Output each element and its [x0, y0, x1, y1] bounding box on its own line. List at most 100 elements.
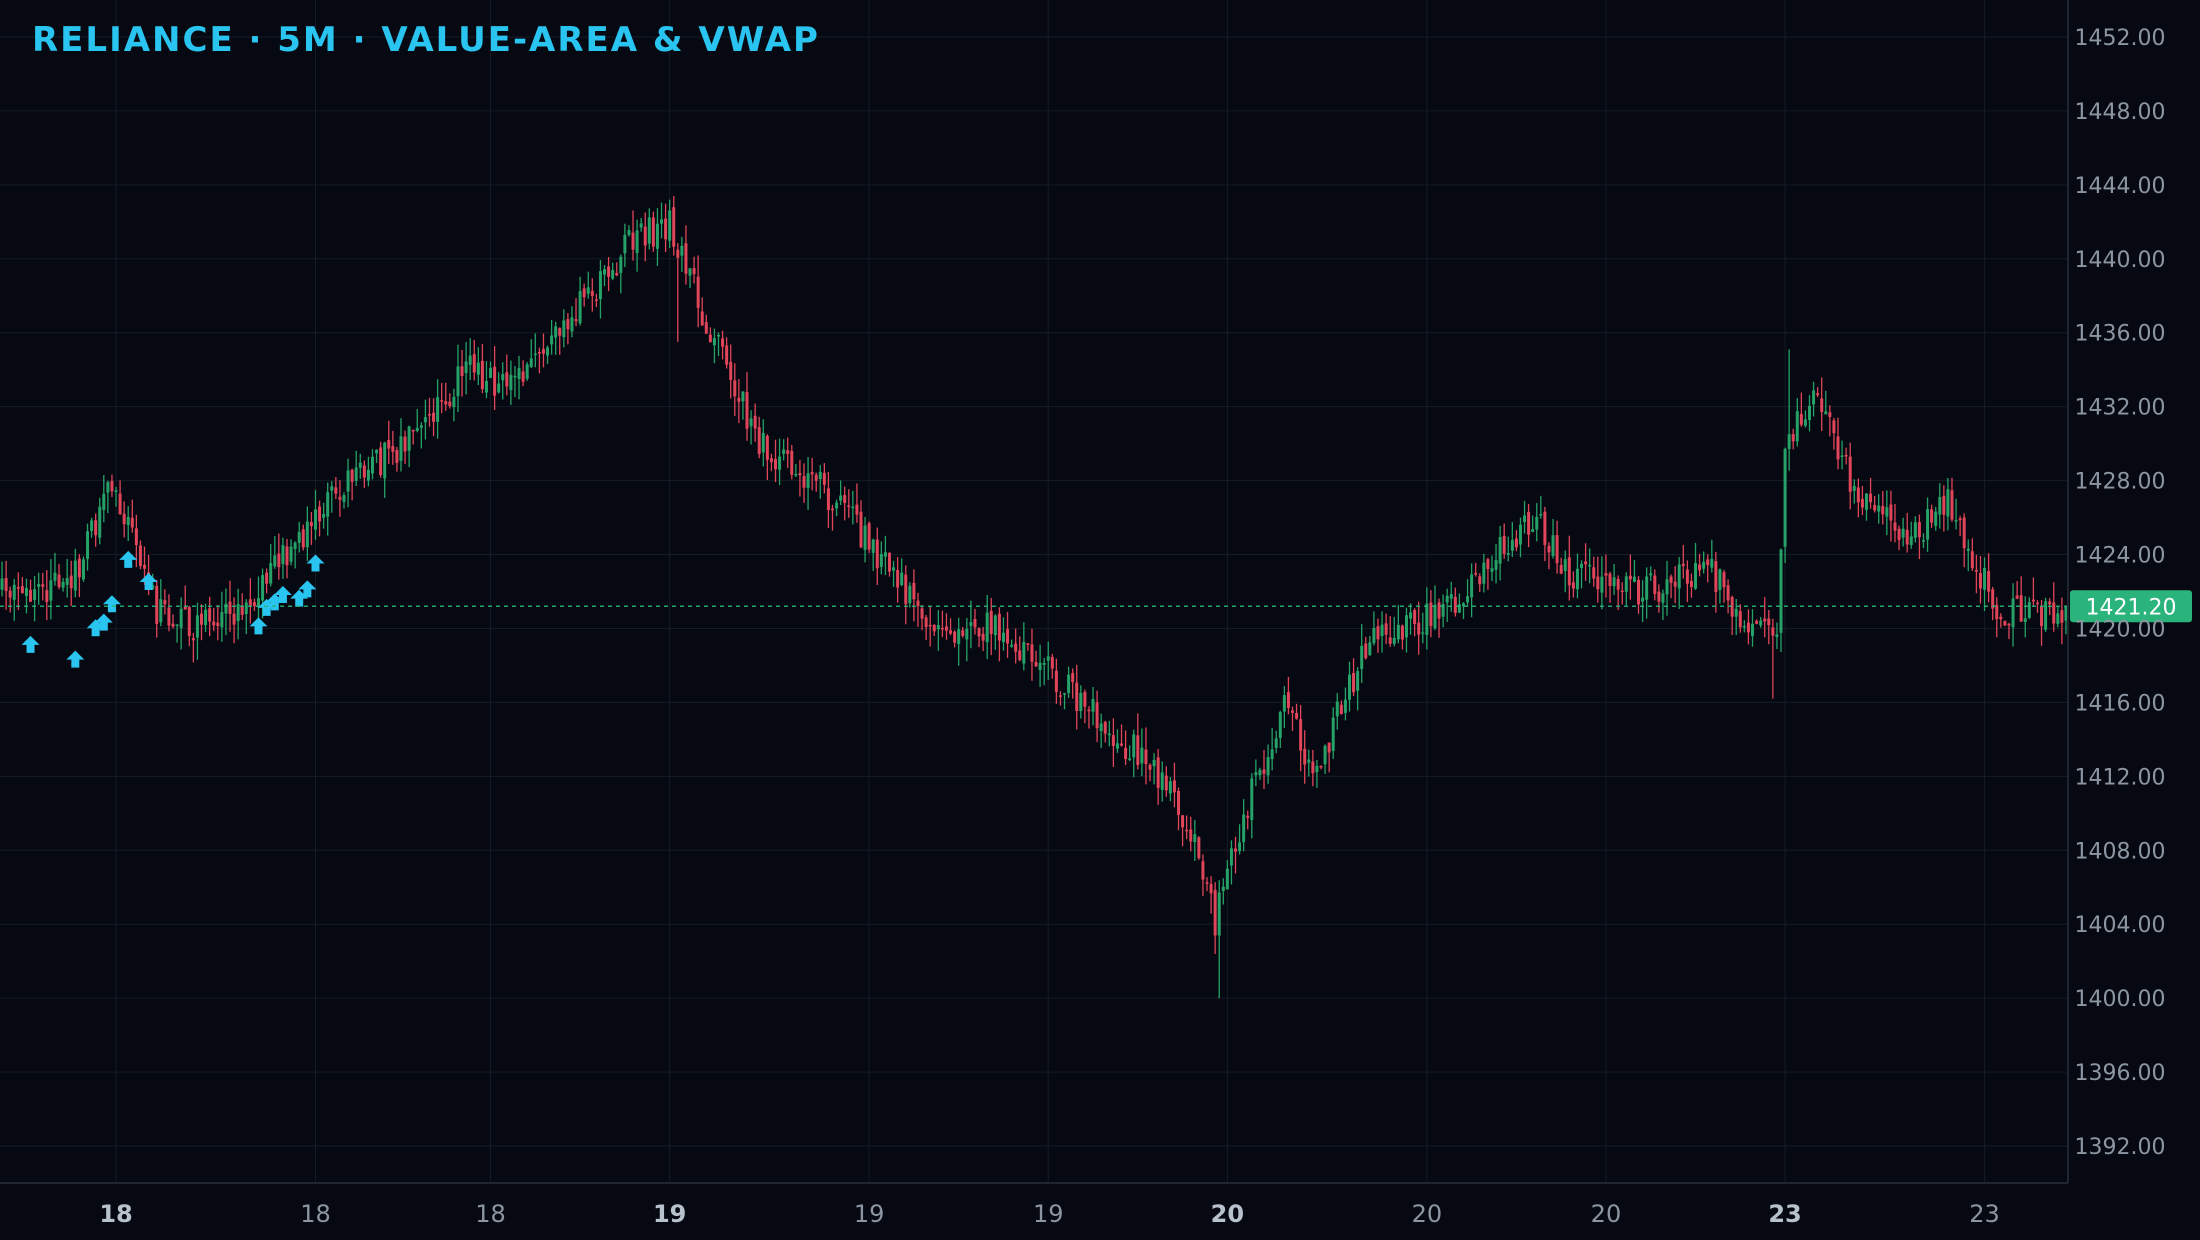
candle-body: [611, 270, 615, 279]
candle-body: [822, 472, 826, 485]
candle-body: [1482, 562, 1486, 584]
candle-body: [1563, 559, 1567, 572]
candle-body: [1042, 662, 1046, 665]
candle-body: [1649, 573, 1653, 576]
candle-body: [582, 288, 586, 298]
candle-body: [2027, 602, 2031, 618]
candle-body: [159, 599, 163, 623]
candle-body: [1185, 829, 1189, 832]
candle-body: [1950, 490, 1954, 520]
candle-body: [737, 397, 741, 402]
last-price-line: 1421.20: [0, 590, 2192, 623]
candle-body: [871, 539, 875, 553]
candles: [0, 195, 2068, 999]
candle-body: [672, 207, 676, 247]
x-tick-label: 20: [1211, 1200, 1244, 1228]
candle-body: [1144, 749, 1148, 765]
candle-body: [1132, 734, 1136, 758]
candle-body: [1799, 413, 1803, 425]
candle-body: [529, 358, 533, 368]
candle-body: [562, 320, 566, 338]
candle-body: [1001, 632, 1005, 643]
candle-body: [460, 366, 464, 377]
candle-body: [1616, 578, 1620, 590]
candle-body: [261, 575, 265, 601]
candle-body: [346, 470, 350, 492]
candle-body: [77, 558, 81, 578]
buy-signal-arrow: [298, 580, 317, 598]
candle-body: [851, 506, 855, 509]
candle-body: [1746, 622, 1750, 633]
candle-body: [1457, 604, 1461, 613]
candle-body: [456, 366, 460, 397]
candle-body: [900, 572, 904, 586]
candle-body: [830, 508, 834, 511]
candle-body: [794, 473, 798, 476]
candle-body: [20, 586, 24, 594]
candle-body: [1295, 712, 1299, 719]
y-tick-label: 1408.00: [2075, 839, 2166, 864]
candle-body: [1600, 576, 1604, 593]
candle-body: [733, 380, 737, 397]
candle-body: [594, 299, 598, 301]
candle-body: [252, 602, 256, 607]
candle-body: [867, 523, 871, 550]
y-tick-label: 1416.00: [2075, 691, 2166, 716]
y-tick-label: 1400.00: [2075, 987, 2166, 1012]
candle-body: [379, 447, 383, 476]
candle-body: [73, 560, 77, 591]
candle-body: [1860, 498, 1864, 508]
candle-body: [757, 427, 761, 454]
candle-body: [1356, 671, 1360, 691]
candle-body: [1368, 642, 1372, 656]
candle-body: [1148, 764, 1152, 770]
candle-body: [509, 374, 513, 391]
axes: 1392.00 1396.00 1400.00 1404.00 1408.00 1412.…: [0, 0, 2165, 1228]
candle-body: [1201, 861, 1205, 880]
candle-body: [749, 418, 753, 427]
candle-body: [517, 368, 521, 379]
y-tick-label: 1420.00: [2075, 617, 2166, 642]
y-tick-label: 1448.00: [2075, 100, 2166, 125]
candle-body: [810, 472, 814, 475]
candle-body: [1054, 670, 1058, 692]
buy-signal-arrow: [249, 617, 268, 635]
candle-body: [843, 495, 847, 503]
candle-body: [802, 476, 806, 488]
candle-body: [2019, 595, 2023, 622]
candle-body: [1637, 579, 1641, 605]
candle-body: [668, 210, 672, 241]
candle-body: [1812, 390, 1816, 405]
candle-body: [452, 396, 456, 408]
candle-body: [1421, 632, 1425, 634]
candle-body: [81, 559, 85, 580]
candle-body: [1030, 644, 1034, 662]
buy-signal-arrow: [94, 613, 113, 631]
candle-body: [370, 456, 374, 474]
candle-body: [86, 531, 90, 559]
candle-body: [949, 630, 953, 634]
candle-body: [1905, 529, 1909, 545]
candle-body: [257, 598, 260, 607]
candle-body: [1759, 620, 1763, 626]
candle-body: [883, 552, 887, 557]
candle-body: [354, 467, 358, 481]
candle-body: [1531, 529, 1535, 533]
candle-body: [505, 372, 509, 387]
candle-body: [1755, 620, 1759, 624]
candle-body: [550, 335, 554, 345]
candle-body: [1083, 691, 1087, 707]
candle-body: [1352, 673, 1356, 693]
candle-body: [1323, 745, 1327, 765]
candle-body: [1893, 522, 1897, 531]
candle-body: [330, 486, 334, 491]
candle-body: [1136, 735, 1140, 765]
candle-body: [2064, 606, 2068, 621]
candle-body: [33, 589, 37, 600]
candle-body: [1205, 882, 1209, 884]
candle-body: [712, 338, 716, 346]
candle-body: [741, 391, 745, 402]
candle-body: [362, 465, 366, 478]
candle-body: [1612, 577, 1616, 587]
